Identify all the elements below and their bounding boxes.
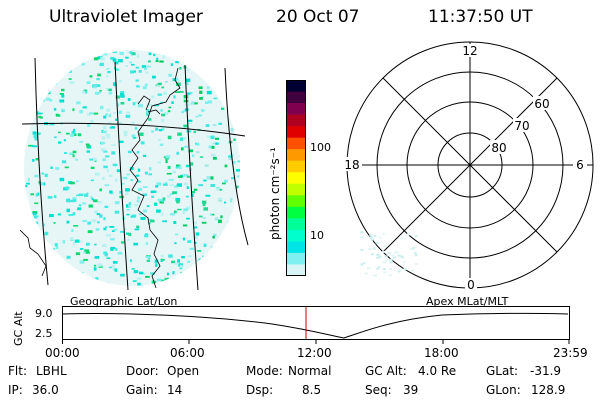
timeline-ytick-top: 9.0 [35,307,53,320]
ip-value: 36.0 [32,383,59,397]
dsp-label: Dsp: [246,383,274,397]
timeline-xtick-0600: 06:00 [170,346,205,360]
timeline-ytick-bottom: 2.5 [35,327,53,340]
mode-label: Mode: [246,364,283,378]
glat-label: GLat: [486,364,519,378]
date-label: 20 Oct 07 [276,7,360,27]
ip-label: IP: [8,383,23,397]
time-label: 11:37:50 UT [428,7,533,27]
timeline-xtick-0000: 00:00 [45,346,80,360]
lat-label-60: 60 [534,97,549,111]
timeline-xtick-1800: 18:00 [424,346,459,360]
timeline-xtick-2359: 23:59 [553,346,588,360]
mlt-label-18: 18 [344,158,359,172]
gcalt-label: GC Alt: [365,364,407,378]
glon-label: GLon: [486,383,521,397]
gain-label: Gain: [126,383,158,397]
filter-value: LBHL [36,364,67,378]
coastline [20,67,181,289]
timeline-frame [62,306,570,340]
timeline-ylabel: GC Alt [12,311,25,346]
filter-label: Flt: [8,364,27,378]
colorbar [286,80,306,277]
door-label: Door: [126,364,159,378]
colorbar-tick-10: 10 [310,229,324,242]
polar-emission-patch [360,231,418,277]
timeline-left-title: Geographic Lat/Lon [70,295,178,308]
mlt-label-12: 12 [462,44,477,58]
gcalt-value: 4.0 Re [418,364,457,378]
dsp-value: 8.5 [302,383,322,397]
polar-plot: 12 18 6 0 60 70 80 [342,41,594,292]
instrument-title: Ultraviolet Imager [49,7,203,27]
seq-label: Seq: [365,383,392,397]
mlt-label-6: 6 [576,158,584,172]
altitude-curve [62,312,569,339]
lat-label-70: 70 [514,119,529,133]
colorbar-tick-100: 100 [310,141,331,154]
aurora-emission-image [24,50,240,286]
colorbar-gradient [286,80,306,277]
seq-value: 39 [403,383,419,397]
door-value: Open [167,364,200,378]
timeline-plot [62,306,570,344]
timeline-right-title: Apex MLat/MLT [426,295,509,308]
lat-lon-grid [21,57,249,290]
lat-label-80: 80 [491,141,506,155]
glon-value: 128.9 [531,383,566,397]
polar-diagonal-2 [382,77,558,253]
timeline-ticks [62,340,570,344]
mlt-label-0: 0 [467,278,475,292]
glat-value: -31.9 [530,364,562,378]
mode-value: Normal [288,364,332,378]
colorbar-unit-label: photon cm⁻²s⁻¹ [268,147,282,240]
timeline-xtick-1200: 12:00 [297,346,332,360]
geographic-map [20,50,249,290]
gain-value: 14 [167,383,183,397]
